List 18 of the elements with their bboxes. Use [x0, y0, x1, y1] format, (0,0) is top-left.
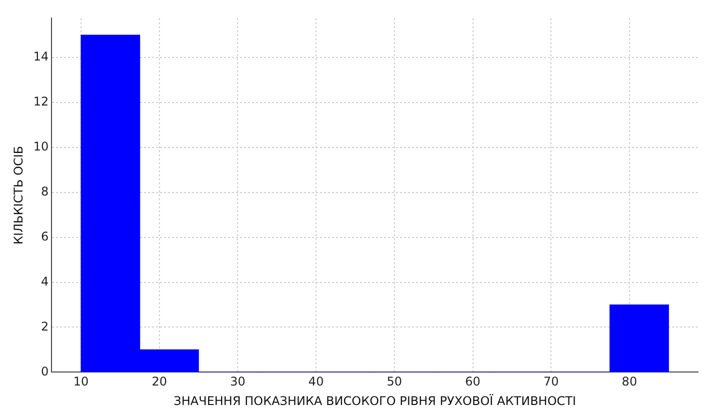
y-tick-label: 10 [33, 140, 49, 154]
y-tick-label: 6 [41, 229, 49, 244]
x-tick-label: 20 [152, 374, 168, 389]
y-tick-label: 8 [41, 184, 49, 199]
y-tick-label: 2 [41, 319, 49, 334]
y-tick-label: 4 [41, 274, 49, 288]
x-tick-label: 10 [73, 374, 89, 389]
x-tick-label: 70 [543, 374, 559, 389]
x-tick-label: 60 [465, 374, 480, 389]
x-tick-label: 80 [622, 374, 638, 389]
x-tick-label: 30 [230, 374, 246, 389]
x-tick-label: 50 [386, 374, 402, 389]
x-axis-title: ЗНАЧЕННЯ ПОКАЗНИКА ВИСОКОГО РІВНЯ РУХОВОЇ АКТИВНОСТІ [174, 394, 576, 408]
y-tick-label: 12 [33, 94, 49, 109]
x-tick-label: 40 [308, 374, 324, 389]
y-tick-label: 14 [33, 50, 49, 64]
y-axis-title: КІЛЬКІСТЬ ОСІБ [11, 146, 26, 245]
y-tick-label: 0 [41, 364, 49, 378]
